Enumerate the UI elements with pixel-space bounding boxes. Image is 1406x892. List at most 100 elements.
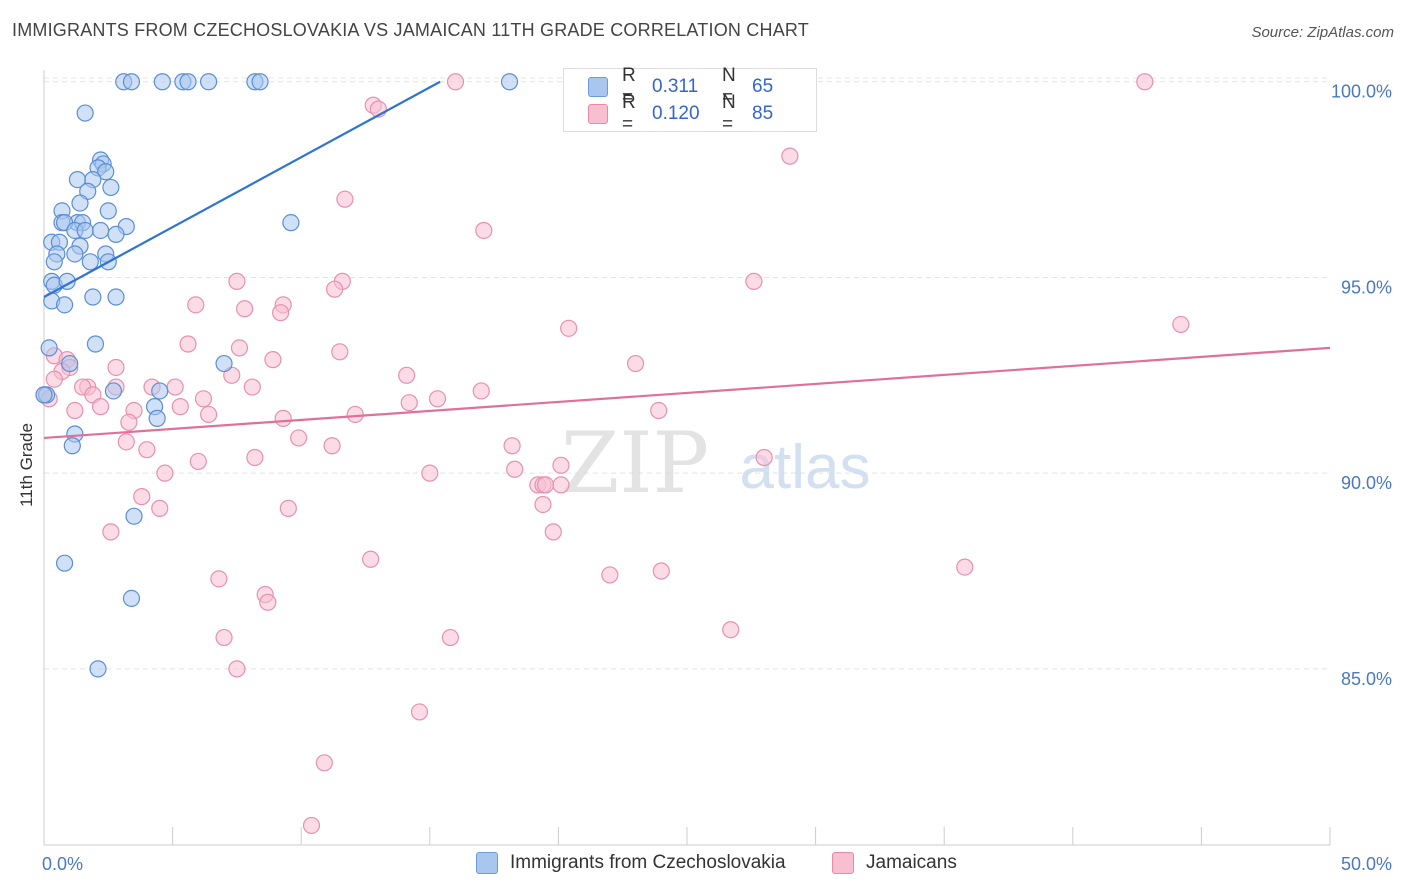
jamaicans-point: [1172, 315, 1190, 334]
jamaicans-point: [133, 488, 151, 506]
jamaicans-point: [66, 401, 84, 420]
r-label: R =: [622, 65, 636, 108]
r-value: 0.120: [652, 103, 700, 124]
czechoslovakia-point: [153, 73, 171, 91]
source-credit: Source: ZipAtlas.com: [1251, 24, 1394, 41]
jamaicans-point: [279, 499, 297, 517]
jamaicans-point: [331, 343, 349, 361]
jamaicans-point: [315, 754, 333, 772]
czechoslovakia-point: [71, 194, 89, 212]
jamaicans-point: [228, 660, 246, 678]
czechoslovakia-point: [63, 437, 81, 455]
czechoslovakia-point: [179, 73, 197, 91]
jamaicans-point: [166, 378, 184, 396]
legend-swatch-pink: [832, 852, 854, 874]
stats-legend: R = 0.311 N = 65 R = 0.120 N = 85: [563, 65, 817, 135]
legend-swatch-blue: [476, 852, 498, 874]
jamaicans-point: [215, 628, 233, 647]
tick-labels: 85.0% 90.0% 95.0% 100.0% 0.0% 50.0%: [42, 82, 1392, 874]
axes: [43, 70, 1331, 846]
jamaicans-point: [200, 405, 218, 424]
jamaicans-point: [138, 441, 156, 459]
legend-swatch-pink: [588, 104, 608, 124]
czechoslovakia-point: [40, 339, 58, 357]
y-axis-label: 11th Grade: [17, 423, 36, 507]
n-value: 65: [752, 76, 774, 97]
czechoslovakia-point: [102, 178, 120, 197]
r-label: R =: [622, 92, 636, 135]
jamaicans-point: [117, 433, 135, 451]
czechoslovakia-point: [251, 73, 269, 91]
jamaicans-point: [475, 221, 493, 240]
trend-lines: [43, 80, 1331, 440]
legend-item-jamaicans[interactable]: Jamaicans: [832, 852, 957, 874]
czechoslovakia-point: [282, 214, 300, 232]
czechoslovakia-trend-line: [43, 80, 441, 298]
jamaicans-point: [228, 272, 246, 290]
czechoslovakia-point: [151, 382, 169, 400]
jamaicans-point: [120, 413, 138, 431]
r-value: 0.311: [652, 76, 699, 97]
jamaicans-point: [428, 390, 447, 408]
jamaicans-point: [446, 73, 465, 91]
series-legend: Immigrants from Czechoslovakia Jamaicans: [0, 852, 1406, 878]
jamaicans-point: [398, 366, 416, 384]
jamaicans-point: [544, 523, 562, 541]
jamaicans-point: [956, 558, 974, 576]
jamaicans-point: [503, 437, 521, 455]
jamaicans-point: [194, 390, 213, 408]
czechoslovakia-point: [107, 288, 125, 306]
jamaicans-point: [156, 464, 174, 482]
y-tick-label: 90.0%: [1341, 473, 1392, 493]
jamaicans-point: [91, 398, 110, 416]
czechoslovakia-point: [84, 288, 102, 306]
jamaicans-point: [472, 382, 490, 400]
czechoslovakia-point: [500, 73, 519, 91]
czechoslovakia-point: [122, 73, 141, 91]
jamaicans-point: [171, 398, 189, 416]
czechoslovakia-point: [76, 221, 94, 240]
jamaicans-point: [189, 452, 207, 471]
n-label: N =: [722, 65, 736, 108]
watermark-atlas: atlas: [740, 433, 871, 502]
czechoslovakia-point: [107, 225, 125, 243]
czechoslovakia-point: [148, 409, 166, 427]
jamaicans-point: [336, 190, 354, 208]
jamaicans-point: [243, 378, 261, 396]
jamaicans-point: [236, 300, 254, 318]
czechoslovakia-point: [125, 507, 143, 525]
y-tick-label: 100.0%: [1331, 82, 1392, 102]
legend-label: Immigrants from Czechoslovakia: [510, 852, 786, 873]
jamaicans-point: [781, 147, 799, 165]
jamaicans-point: [362, 550, 380, 568]
jamaicans-point: [179, 335, 197, 353]
czechoslovakia-point: [76, 104, 94, 122]
jamaicans-point: [745, 272, 763, 290]
jamaicans-point: [552, 476, 570, 494]
jamaicans-point: [400, 394, 418, 412]
y-tick-label: 95.0%: [1341, 277, 1392, 297]
czechoslovakia-points: [35, 73, 519, 678]
czechoslovakia-point: [215, 354, 233, 373]
legend-item-czechoslovakia[interactable]: Immigrants from Czechoslovakia: [476, 852, 786, 874]
watermark-zip: ZIP: [561, 414, 709, 512]
czechoslovakia-point: [66, 245, 84, 263]
jamaicans-point: [259, 593, 277, 611]
czechoslovakia-point: [35, 386, 53, 404]
czechoslovakia-point: [61, 354, 79, 373]
czechoslovakia-point: [55, 554, 74, 572]
jamaicans-point: [1136, 73, 1154, 91]
czechoslovakia-point: [99, 202, 117, 220]
legend-swatch-blue: [588, 77, 608, 97]
czechoslovakia-point: [45, 253, 63, 271]
jamaicans-point: [107, 358, 125, 377]
jamaicans-point: [722, 621, 740, 639]
jamaicans-point: [45, 370, 63, 388]
jamaicans-point: [326, 280, 344, 298]
jamaicans-point: [151, 499, 169, 517]
y-tick-label: 85.0%: [1341, 669, 1392, 689]
jamaicans-point: [346, 405, 364, 424]
legend-label: Jamaicans: [866, 852, 957, 873]
jamaicans-point: [441, 628, 459, 647]
legend-row-czechoslovakia: R = 0.311 N = 65: [588, 65, 774, 108]
